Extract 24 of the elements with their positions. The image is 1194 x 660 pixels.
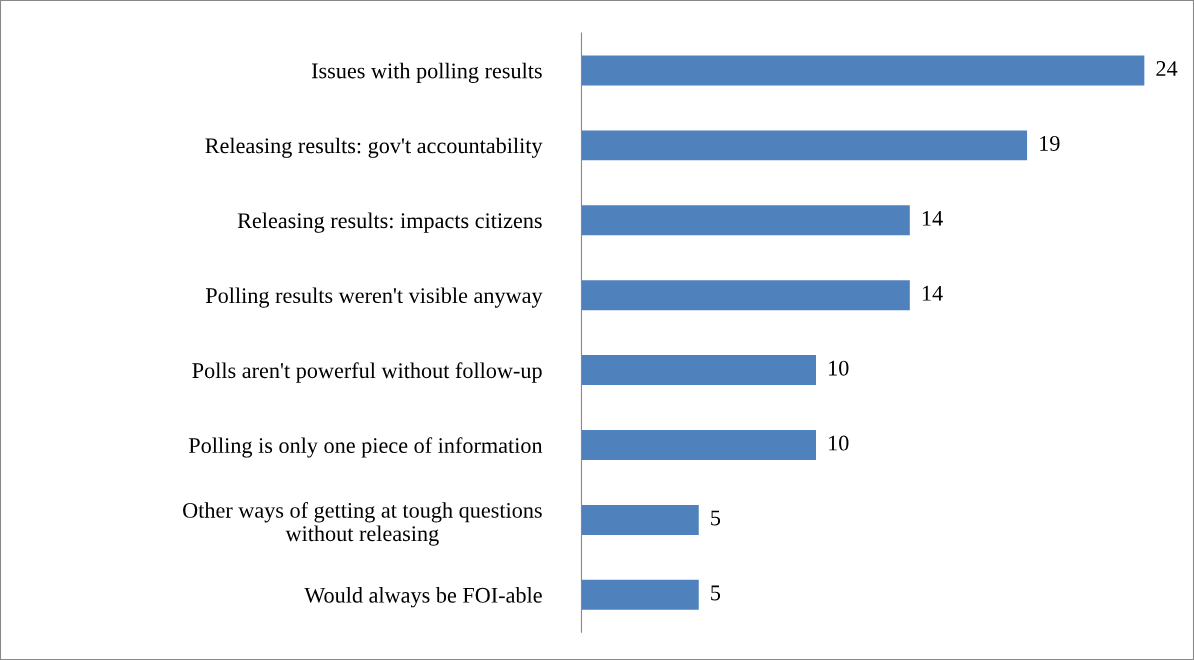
y-tick-label: Polling is only one piece of information — [188, 437, 543, 458]
y-tick-label: Releasing results: impacts citizens — [237, 212, 542, 233]
bar — [581, 205, 910, 236]
y-tick-label: Polling results weren't visible anyway — [205, 287, 543, 308]
y-tick-label: Releasing results: gov't accountability — [205, 137, 543, 158]
data-label: 19 — [1040, 135, 1060, 151]
data-label: 10 — [829, 360, 849, 376]
data-label: 10 — [829, 435, 849, 451]
data-label: 5 — [711, 585, 721, 601]
bar — [581, 579, 699, 610]
y-tick-label: Would always be FOI-able — [304, 587, 542, 608]
bar — [581, 430, 817, 460]
bar — [581, 280, 910, 311]
bar — [581, 355, 817, 386]
data-label: 24 — [1156, 61, 1178, 76]
data-label: 14 — [922, 285, 943, 301]
bar — [581, 504, 699, 535]
data-label: 5 — [711, 510, 721, 526]
bar — [581, 130, 1028, 161]
data-label: 14 — [922, 210, 943, 226]
bar — [581, 55, 1145, 86]
y-tick-label: Polls aren't powerful without follow-up — [192, 362, 542, 383]
y-tick-label: Issues with polling results — [311, 62, 542, 83]
y-tick-label: Other ways of getting at tough questions without releasing — [183, 501, 542, 546]
